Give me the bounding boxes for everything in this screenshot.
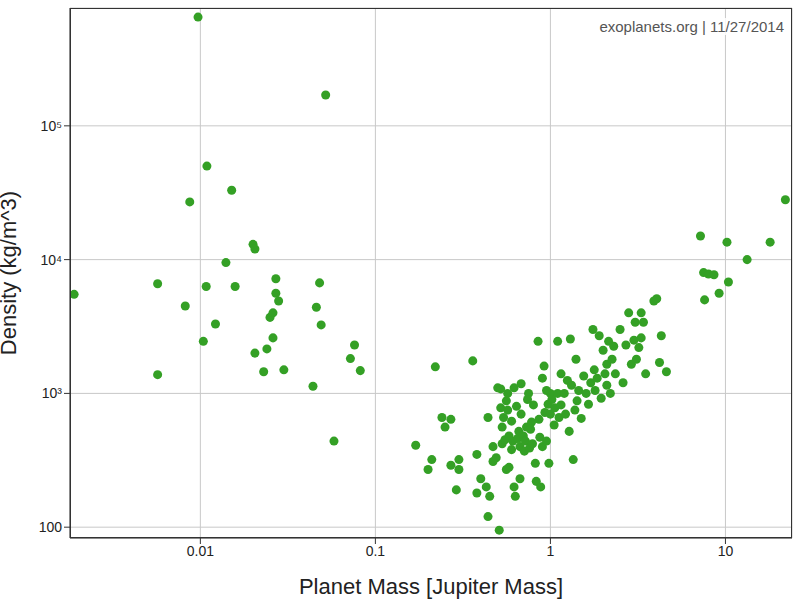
svg-text:10⁴: 10⁴ <box>40 252 62 268</box>
svg-text:10⁵: 10⁵ <box>41 118 62 134</box>
svg-text:0.1: 0.1 <box>366 543 386 559</box>
svg-text:Density (kg/m^3): Density (kg/m^3) <box>8 191 21 355</box>
svg-text:10³: 10³ <box>42 385 63 401</box>
svg-text:0.01: 0.01 <box>187 543 214 559</box>
svg-text:Planet Mass [Jupiter Mass]: Planet Mass [Jupiter Mass] <box>299 574 563 599</box>
svg-text:1: 1 <box>547 543 555 559</box>
svg-text:100: 100 <box>39 519 63 535</box>
html-text:exoplanets.org | 11/27/2014: exoplanets.org | 11/27/2014 <box>599 18 784 35</box>
svg-text:10: 10 <box>718 543 734 559</box>
